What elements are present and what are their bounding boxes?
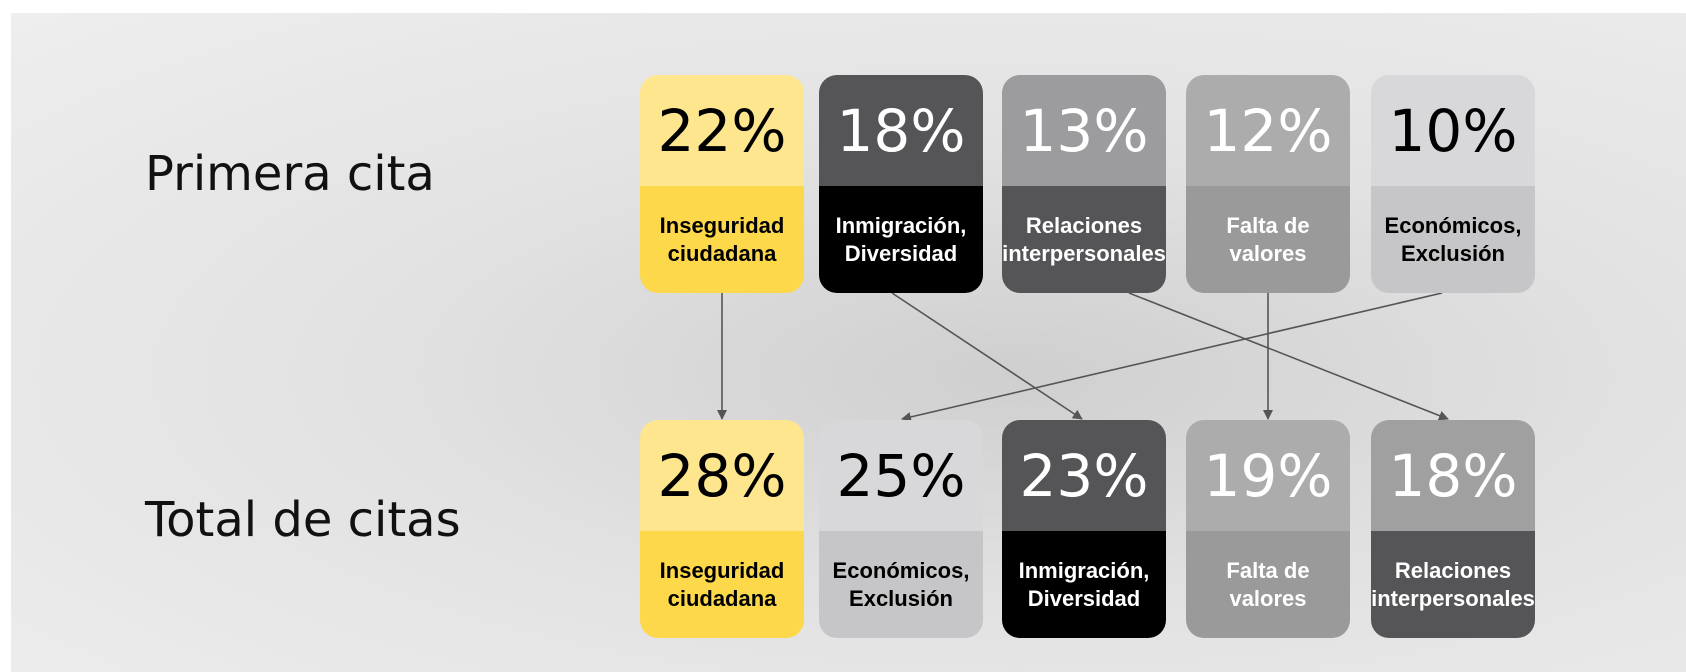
arrow [901, 292, 1443, 422]
card-label: Económicos, Exclusión [819, 531, 983, 638]
card-value: 25% [819, 420, 983, 531]
arrow [891, 292, 1083, 420]
card: 23% Inmigración, Diversidad [1002, 420, 1166, 638]
card: 28% Inseguridad ciudadana [640, 420, 804, 638]
card-value: 22% [640, 75, 804, 186]
card: 13% Relaciones interpersonales [1002, 75, 1166, 293]
arrow [1128, 292, 1449, 421]
card-value: 18% [819, 75, 983, 186]
card: 12% Falta de valores [1186, 75, 1350, 293]
card-value: 28% [640, 420, 804, 531]
card-label: Falta de valores [1186, 531, 1350, 638]
card: 19% Falta de valores [1186, 420, 1350, 638]
card-label: Económicos, Exclusión [1371, 186, 1535, 293]
card: 18% Inmigración, Diversidad [819, 75, 983, 293]
card-label: Relaciones interpersonales [1002, 186, 1166, 293]
card-value: 18% [1371, 420, 1535, 531]
row-label: Primera cita [145, 146, 435, 202]
row-label: Total de citas [145, 492, 461, 548]
card: 25% Económicos, Exclusión [819, 420, 983, 638]
card-label: Relaciones interpersonales [1371, 531, 1535, 638]
card-value: 19% [1186, 420, 1350, 531]
card-label: Inmigración, Diversidad [1002, 531, 1166, 638]
card-label: Inseguridad ciudadana [640, 186, 804, 293]
card-value: 13% [1002, 75, 1166, 186]
card: 22% Inseguridad ciudadana [640, 75, 804, 293]
card-value: 12% [1186, 75, 1350, 186]
card-label: Inmigración, Diversidad [819, 186, 983, 293]
card-label: Inseguridad ciudadana [640, 531, 804, 638]
card-label: Falta de valores [1186, 186, 1350, 293]
card: 10% Económicos, Exclusión [1371, 75, 1535, 293]
card-value: 10% [1371, 75, 1535, 186]
card: 18% Relaciones interpersonales [1371, 420, 1535, 638]
card-value: 23% [1002, 420, 1166, 531]
